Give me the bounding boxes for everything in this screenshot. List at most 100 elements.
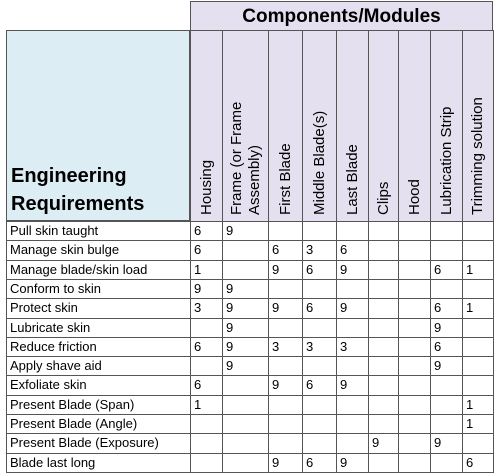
row-label: Manage skin bulge [6,240,191,261]
value-cell [268,356,303,377]
value-cell [430,452,463,473]
row-label: Apply shave aid [6,356,191,377]
value-cell [190,356,223,377]
value-cell [430,375,463,396]
value-cell: 9 [222,278,269,300]
value-cell [268,414,303,435]
column-header-text: Hood [405,179,423,215]
value-cell [336,394,369,416]
value-cell [398,414,431,435]
value-cell [430,278,463,300]
column-header: First Blade [268,30,303,222]
row-header-text: Engineering Requirements [11,165,145,215]
value-cell: 9 [222,336,269,358]
column-header: Hood [398,30,431,222]
value-cell [302,394,337,416]
value-cell [368,240,399,261]
value-cell [222,240,269,261]
value-cell [368,356,399,377]
value-cell: 9 [430,433,463,454]
value-cell [268,221,303,242]
column-header-label: First Blade [269,34,302,221]
value-cell [368,298,399,319]
value-cell [336,433,369,454]
value-cell [368,317,399,338]
row-label: Exfoliate skin [6,375,191,396]
value-cell [368,336,399,358]
value-cell [462,221,494,242]
column-header-text: Frame (or Frame Assembly) [227,101,263,215]
column-header-label: Hood [399,34,430,221]
value-cell: 6 [462,452,494,473]
value-cell [462,317,494,338]
value-cell [398,336,431,358]
value-cell: 6 [430,336,463,358]
value-cell [302,414,337,435]
value-cell: 6 [190,221,223,242]
value-cell: 9 [368,433,399,454]
value-cell [398,433,431,454]
value-cell [302,278,337,300]
value-cell [398,375,431,396]
value-cell: 3 [302,240,337,261]
value-cell [336,317,369,338]
table-title: Components/Modules [190,1,493,31]
value-cell: 9 [430,317,463,338]
column-header-text: Lubrication Strip [437,106,455,215]
value-cell [222,433,269,454]
value-cell [368,414,399,435]
row-label: Manage blade/skin load [6,259,191,280]
column-header-text: Clips [374,181,392,215]
value-cell: 1 [462,414,494,435]
value-cell: 6 [268,240,303,261]
column-header-label: Clips [369,34,398,221]
value-cell: 6 [302,375,337,396]
value-cell: 3 [190,298,223,319]
column-header: Housing [190,30,223,222]
value-cell: 9 [222,356,269,377]
value-cell [398,240,431,261]
value-cell: 9 [336,452,369,473]
row-label: Conform to skin [6,278,191,300]
value-cell [462,356,494,377]
column-header-label: Housing [191,34,222,221]
value-cell [398,356,431,377]
row-label: Blade last long [6,452,191,473]
value-cell [302,433,337,454]
value-cell [398,259,431,280]
value-cell: 3 [302,336,337,358]
value-cell [190,414,223,435]
column-header: Trimming solution [462,30,494,222]
value-cell: 9 [222,221,269,242]
value-cell [368,394,399,416]
value-cell: 9 [268,298,303,319]
value-cell: 1 [462,298,494,319]
value-cell: 9 [222,298,269,319]
column-header: Last Blade [336,30,369,222]
value-cell: 1 [190,394,223,416]
value-cell: 9 [336,298,369,319]
value-cell: 6 [336,240,369,261]
value-cell: 3 [336,336,369,358]
value-cell [430,221,463,242]
value-cell [222,452,269,473]
value-cell [222,414,269,435]
value-cell [336,356,369,377]
value-cell: 6 [302,452,337,473]
value-cell [190,452,223,473]
value-cell [268,394,303,416]
value-cell: 9 [268,375,303,396]
column-header-text: Trimming solution [469,97,486,215]
value-cell [222,375,269,396]
row-label: Protect skin [6,298,191,319]
value-cell [336,414,369,435]
value-cell: 6 [190,375,223,396]
value-cell: 6 [302,298,337,319]
row-label: Present Blade (Span) [6,394,191,416]
column-header: Middle Blade(s) [302,30,337,222]
value-cell [462,240,494,261]
value-cell: 6 [430,259,463,280]
value-cell [462,278,494,300]
value-cell [268,433,303,454]
